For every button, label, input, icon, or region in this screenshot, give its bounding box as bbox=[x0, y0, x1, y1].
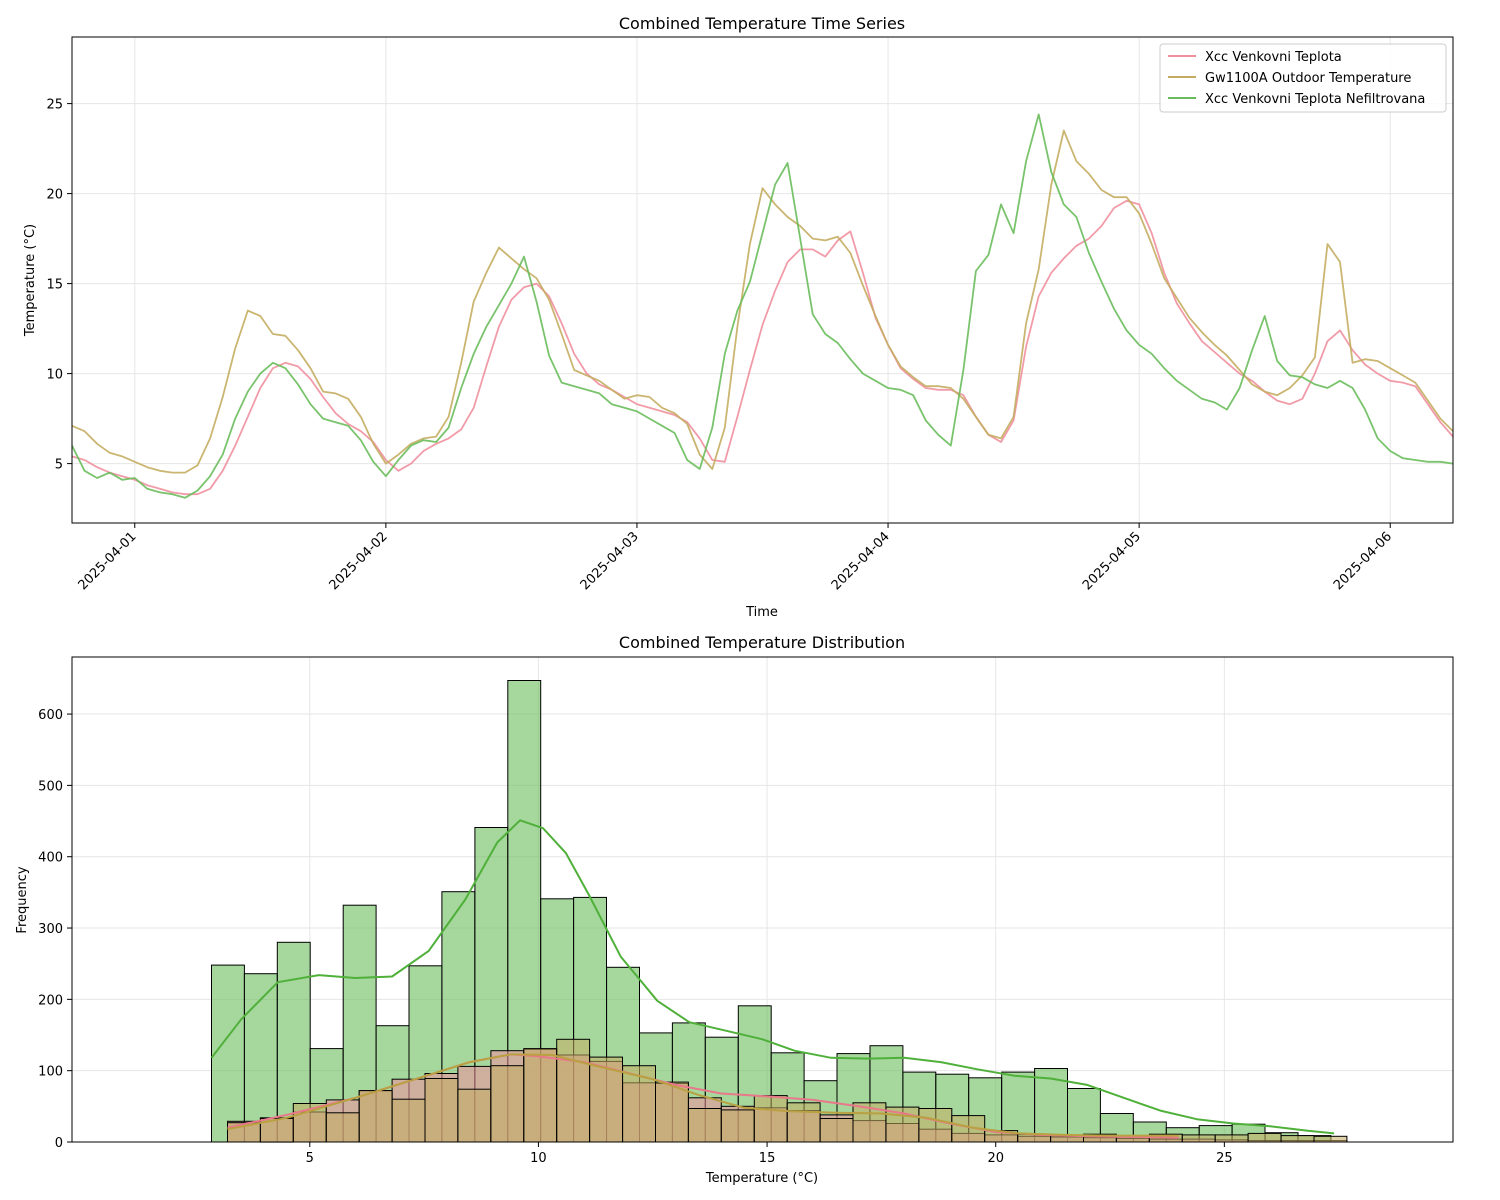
bar-gw1100a bbox=[754, 1096, 787, 1142]
y-tick-label: 300 bbox=[38, 922, 63, 937]
y-tick-label: 200 bbox=[38, 993, 63, 1008]
legend-label-xcc: Xcc Venkovni Teplota bbox=[1205, 50, 1342, 65]
line-xcc-venkovni-teplota-nefiltrovana bbox=[72, 114, 1453, 497]
line-gw1100a-outdoor-temperature bbox=[72, 131, 1453, 473]
y-tick-label: 400 bbox=[38, 851, 63, 866]
time-series-x-label: Time bbox=[745, 605, 778, 620]
bar-gw1100a bbox=[557, 1039, 590, 1142]
legend-label-gw1100a: Gw1100A Outdoor Temperature bbox=[1205, 71, 1411, 86]
x-tick-label: 5 bbox=[306, 1151, 314, 1166]
time-series-x-ticks: 2025-04-01 2025-04-02 2025-04-03 2025-04-04… bbox=[76, 523, 1395, 593]
x-tick-label: 25 bbox=[1216, 1151, 1233, 1166]
bar-gw1100a bbox=[1314, 1136, 1347, 1142]
y-tick-label: 15 bbox=[46, 278, 63, 293]
x-tick-label: 15 bbox=[759, 1151, 776, 1166]
y-tick-label: 25 bbox=[46, 98, 63, 113]
x-tick-label: 2025-04-06 bbox=[1331, 529, 1395, 593]
bar-gw1100a bbox=[1215, 1135, 1248, 1142]
bar-gw1100a bbox=[787, 1103, 820, 1142]
bar-gw1100a bbox=[721, 1110, 754, 1142]
histogram-x-label: Temperature (°C) bbox=[705, 1171, 818, 1186]
time-series-y-label: Temperature (°C) bbox=[23, 224, 38, 337]
histogram-title: Combined Temperature Distribution bbox=[619, 633, 905, 652]
bar-gw1100a bbox=[1248, 1133, 1281, 1142]
bar-gw1100a bbox=[1281, 1136, 1314, 1142]
bar-gw1100a bbox=[491, 1066, 524, 1142]
time-series-title: Combined Temperature Time Series bbox=[619, 14, 905, 33]
x-tick-label: 2025-04-03 bbox=[578, 529, 642, 593]
bar-gw1100a bbox=[392, 1099, 425, 1142]
bar-gw1100a bbox=[359, 1091, 392, 1142]
y-tick-label: 10 bbox=[46, 368, 63, 383]
bar-gw1100a bbox=[1182, 1135, 1215, 1142]
time-series-chart: Combined Temperature Time Series 5 10 15 20… bbox=[23, 14, 1453, 620]
bar-gw1100a bbox=[458, 1089, 491, 1142]
x-tick-label: 2025-04-04 bbox=[829, 529, 893, 593]
histogram-y-ticks: 0 100 200 300 400 500 600 bbox=[38, 708, 72, 1151]
x-tick-label: 2025-04-02 bbox=[327, 529, 391, 593]
bar-gw1100a bbox=[326, 1113, 359, 1142]
y-tick-label: 100 bbox=[38, 1065, 63, 1080]
y-tick-label: 0 bbox=[55, 1136, 63, 1151]
x-tick-label: 2025-04-05 bbox=[1080, 529, 1144, 593]
line-xcc-venkovni-teplota bbox=[72, 201, 1453, 494]
bar-gw1100a bbox=[919, 1109, 952, 1143]
bar-gw1100a bbox=[656, 1082, 689, 1142]
bar-gw1100a bbox=[425, 1079, 458, 1143]
bar-xcc-nefiltrovana bbox=[212, 965, 245, 1142]
time-series-lines bbox=[72, 114, 1453, 497]
bar-gw1100a bbox=[524, 1049, 557, 1142]
time-series-y-ticks: 5 10 15 20 25 bbox=[46, 98, 72, 473]
histogram-y-label: Frequency bbox=[15, 866, 30, 933]
y-tick-label: 500 bbox=[38, 779, 63, 794]
bar-gw1100a bbox=[623, 1066, 656, 1142]
y-tick-label: 5 bbox=[55, 458, 63, 473]
histogram-chart: Combined Temperature Distribution 0 100 20… bbox=[15, 633, 1453, 1186]
y-tick-label: 600 bbox=[38, 708, 63, 723]
legend-label-xcc-nefiltrovana: Xcc Venkovni Teplota Nefiltrovana bbox=[1205, 92, 1425, 107]
histogram-x-ticks: 5 10 15 20 25 bbox=[306, 1142, 1233, 1166]
y-tick-label: 20 bbox=[46, 188, 63, 203]
bar-gw1100a bbox=[688, 1109, 721, 1143]
histogram-bars bbox=[212, 681, 1347, 1143]
x-tick-label: 10 bbox=[530, 1151, 547, 1166]
x-tick-label: 2025-04-01 bbox=[76, 529, 140, 593]
bar-gw1100a bbox=[820, 1119, 853, 1143]
time-series-legend: Xcc Venkovni Teplota Gw1100A Outdoor Tem… bbox=[1160, 44, 1446, 112]
x-tick-label: 20 bbox=[987, 1151, 1004, 1166]
